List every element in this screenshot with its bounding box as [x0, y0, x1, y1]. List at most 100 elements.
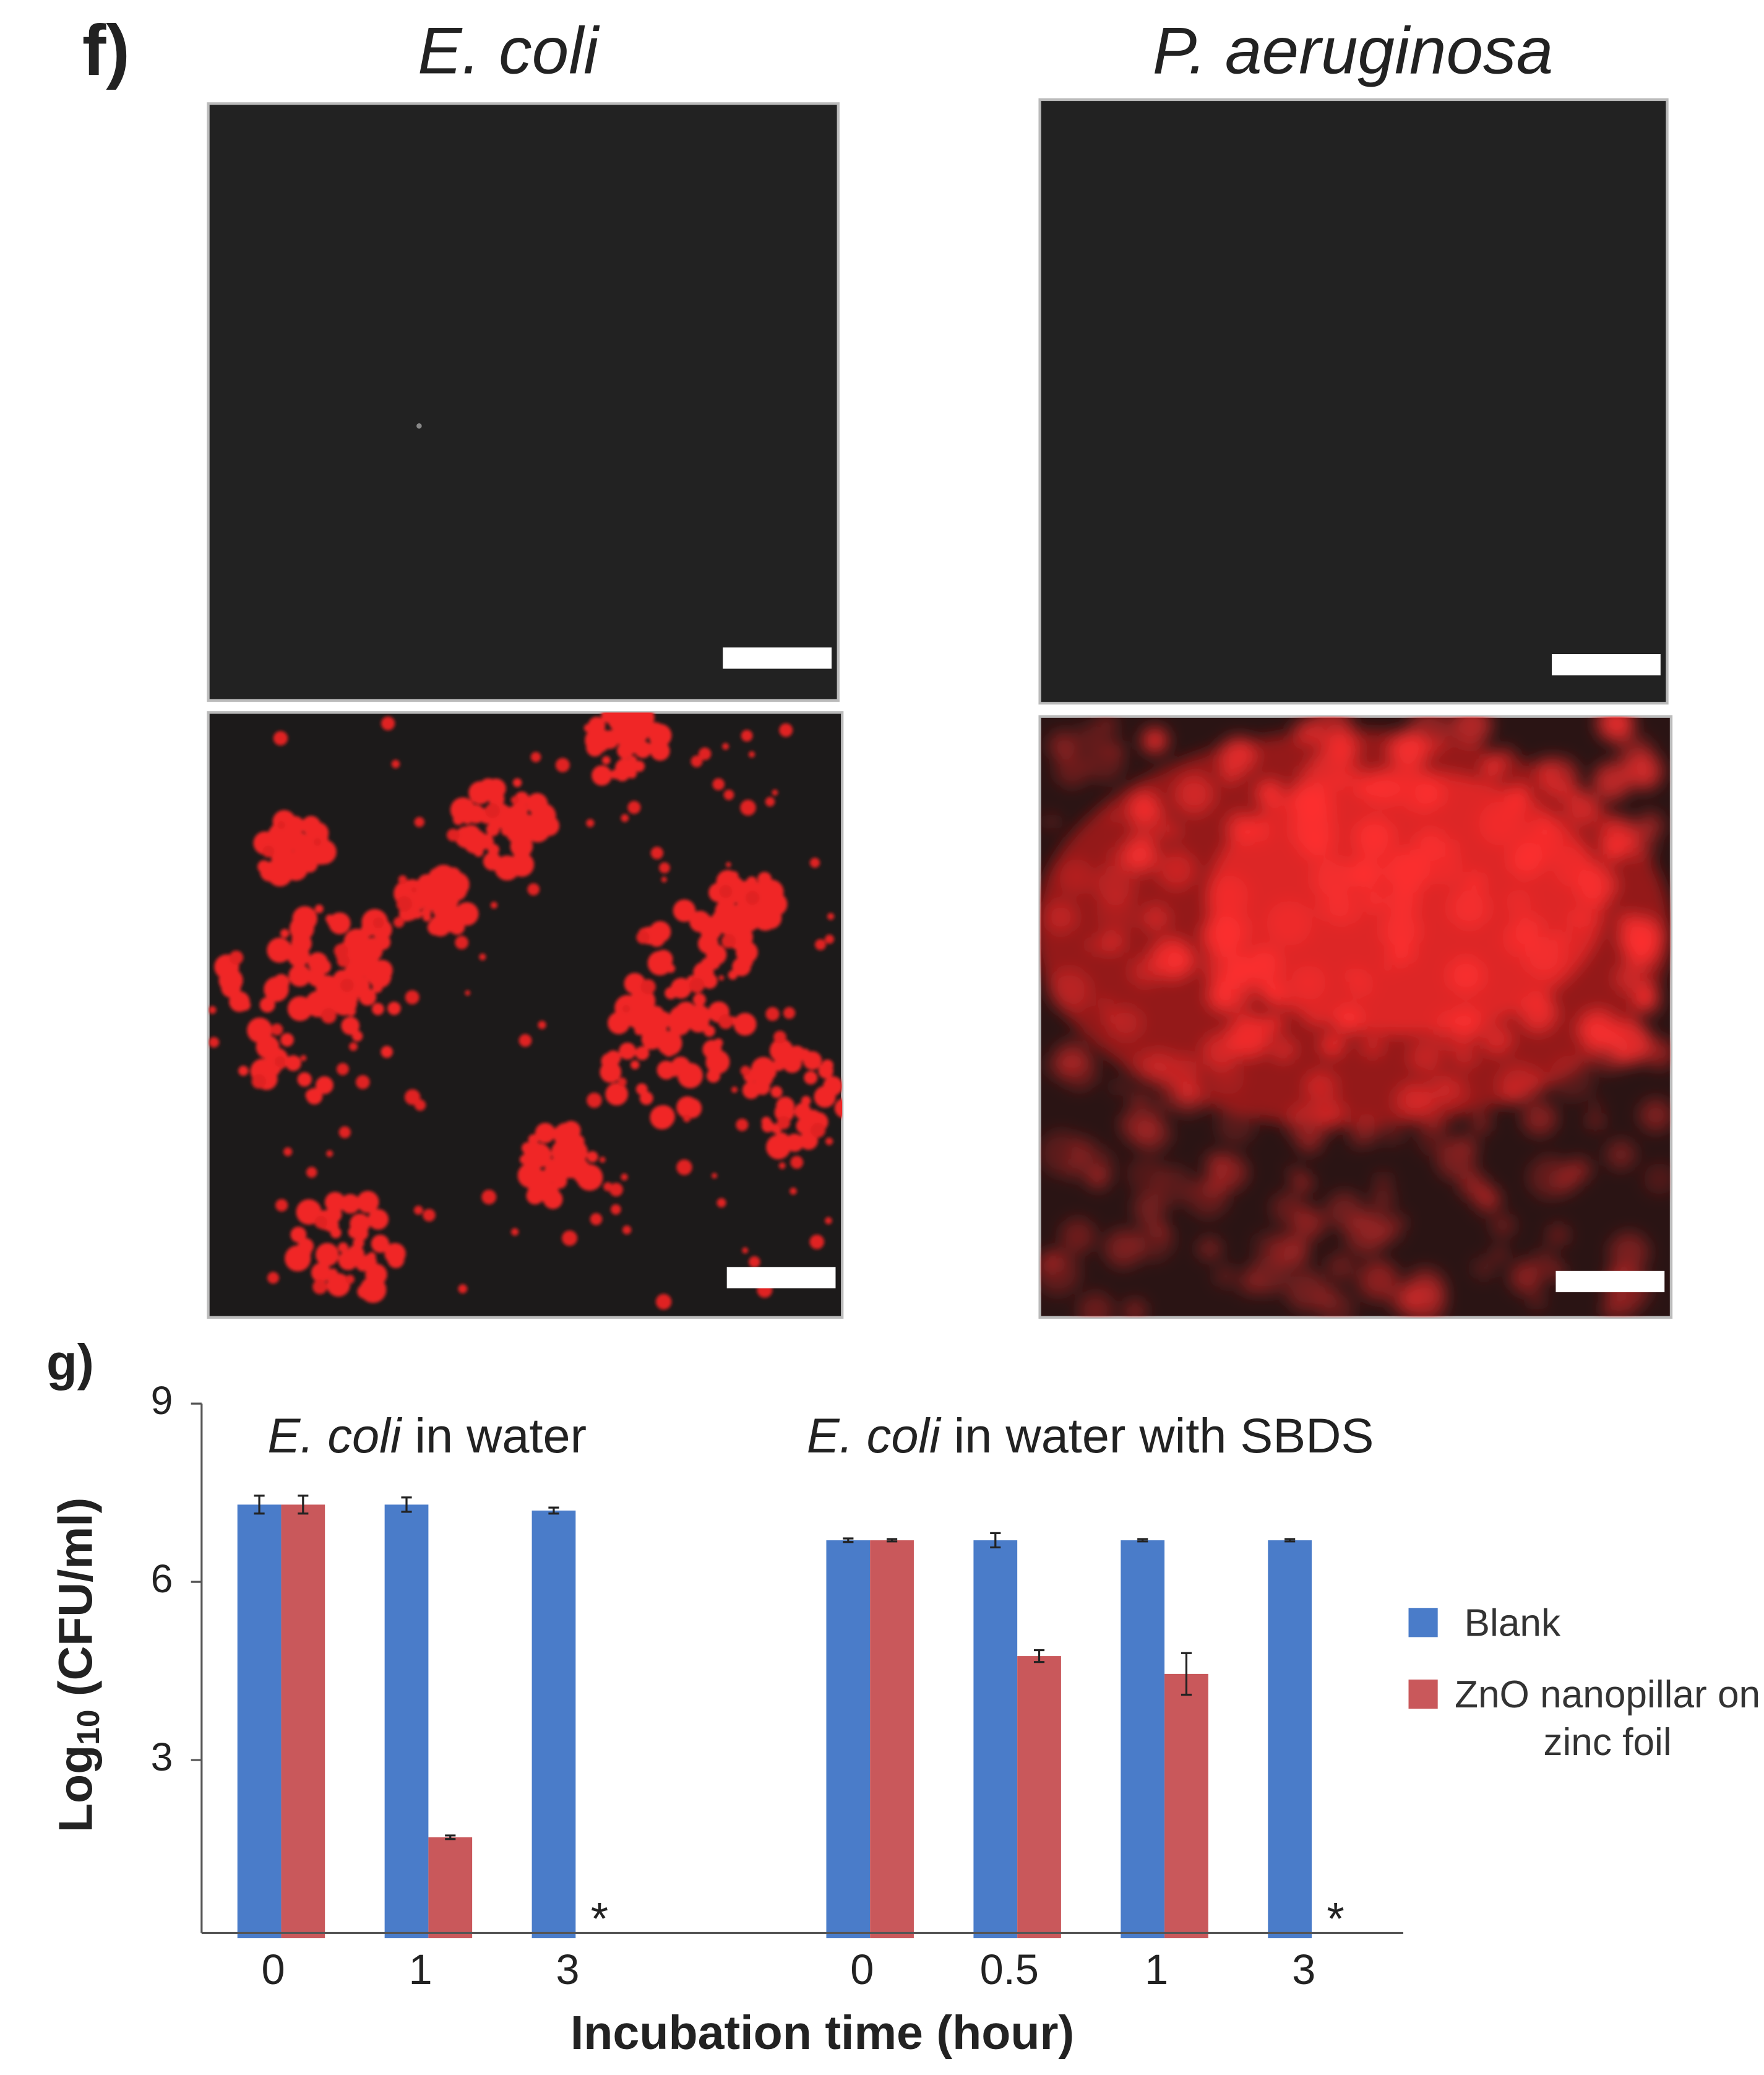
bar — [973, 1540, 1018, 1939]
cell — [501, 825, 512, 836]
cell — [405, 990, 419, 1005]
error-bar — [254, 1495, 265, 1515]
cell — [1119, 1113, 1136, 1130]
cell — [606, 1050, 621, 1066]
cell — [555, 757, 570, 772]
cell — [673, 899, 696, 922]
cell — [1352, 1117, 1381, 1146]
cell — [723, 790, 734, 800]
cell — [736, 1118, 749, 1131]
cell — [483, 852, 502, 871]
cell — [698, 747, 712, 761]
cell — [746, 876, 757, 887]
micrograph — [207, 102, 840, 702]
cell — [1615, 962, 1648, 994]
cell — [773, 1132, 789, 1149]
cell — [413, 1206, 423, 1215]
cell — [267, 938, 292, 963]
cell — [600, 730, 619, 749]
cell — [536, 1171, 551, 1186]
cell — [725, 904, 735, 914]
cell — [1216, 1107, 1255, 1145]
error-bar — [843, 1537, 854, 1543]
scale-bar — [723, 647, 832, 669]
cell — [1624, 932, 1660, 968]
cell — [326, 1150, 333, 1157]
cell — [718, 1014, 733, 1029]
cell — [1271, 1037, 1296, 1062]
cell — [783, 1007, 796, 1019]
cell — [1087, 936, 1104, 954]
cell — [355, 1075, 370, 1089]
cell — [306, 1211, 317, 1222]
cell — [455, 936, 469, 950]
cell — [661, 876, 667, 882]
cell — [361, 922, 376, 937]
cell — [731, 1086, 738, 1094]
cell — [1129, 1050, 1163, 1084]
y-axis-title: Log10 (CFU/ml) — [49, 1498, 105, 1832]
cell — [804, 1071, 818, 1085]
cell — [749, 1256, 760, 1268]
cell — [539, 1127, 548, 1136]
cell — [800, 1048, 811, 1058]
cell — [1499, 747, 1513, 761]
cell — [1593, 762, 1631, 801]
cell — [590, 1213, 603, 1225]
cell — [1124, 1300, 1147, 1318]
cell — [538, 1182, 559, 1204]
micrograph — [1038, 98, 1669, 705]
cell — [267, 1272, 280, 1284]
cell — [1142, 728, 1168, 753]
cell — [1306, 789, 1335, 819]
cell — [398, 875, 407, 884]
cell — [650, 741, 670, 761]
cell — [601, 712, 617, 723]
cell — [1299, 766, 1314, 781]
cell — [659, 862, 670, 874]
cell — [280, 929, 290, 938]
cell — [291, 918, 304, 930]
cell — [1104, 738, 1124, 759]
cell — [259, 997, 275, 1013]
cell — [367, 937, 379, 949]
cell — [740, 800, 756, 816]
cell — [1207, 981, 1237, 1011]
cell — [666, 1033, 676, 1043]
cell — [1583, 1020, 1607, 1043]
cell — [1048, 968, 1091, 1012]
cell — [368, 1209, 389, 1230]
cell — [368, 965, 392, 988]
scale-bar — [1552, 654, 1661, 676]
legend-entry: ZnO nanopillar on zinc foil — [1455, 1674, 1760, 1764]
cell — [1535, 818, 1555, 839]
cell — [411, 887, 417, 893]
cell — [634, 741, 652, 759]
cell — [645, 1040, 655, 1050]
cell — [650, 847, 664, 860]
cell — [712, 778, 725, 791]
cell — [622, 1004, 630, 1013]
cell — [1505, 889, 1531, 915]
cell — [1481, 1023, 1513, 1055]
cell — [1142, 905, 1169, 931]
cell — [372, 917, 384, 929]
cell — [1286, 1102, 1330, 1145]
cell — [1082, 1147, 1114, 1179]
cell — [621, 814, 629, 822]
cell — [745, 891, 760, 905]
cell — [721, 933, 736, 949]
cell — [277, 821, 285, 829]
cell — [669, 1006, 693, 1030]
cell — [1398, 771, 1440, 813]
cell — [1450, 888, 1489, 928]
cell — [1248, 1255, 1288, 1295]
cell — [1375, 1171, 1392, 1189]
cell — [742, 1247, 749, 1254]
cell — [306, 1167, 317, 1178]
cell — [1133, 1192, 1166, 1225]
cell — [633, 760, 645, 772]
cell — [336, 1063, 349, 1076]
cell — [1567, 1157, 1591, 1182]
cell — [689, 977, 705, 993]
